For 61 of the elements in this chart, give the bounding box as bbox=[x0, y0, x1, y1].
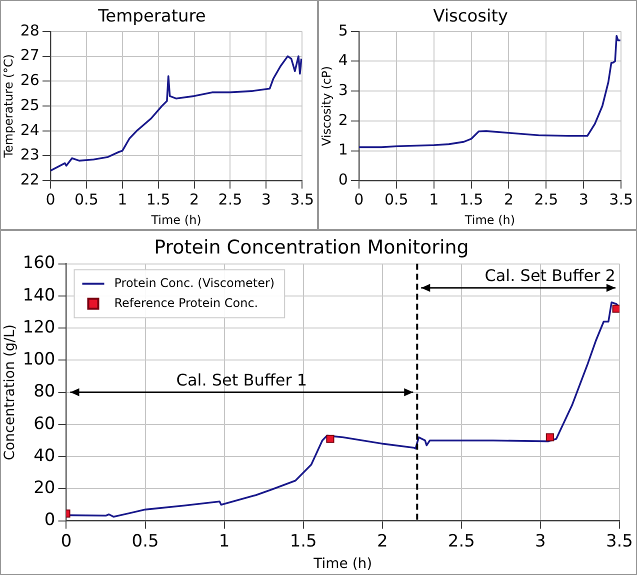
x-axis-title: Time (h) bbox=[150, 212, 202, 227]
x-tick-label: 2 bbox=[376, 531, 388, 552]
y-tick-label: 20 bbox=[34, 478, 56, 498]
y-tick-label: 23 bbox=[20, 146, 40, 164]
point bbox=[326, 434, 334, 443]
x-tick-label: 1.5 bbox=[459, 190, 484, 208]
x-tick-label: 3.5 bbox=[609, 190, 633, 208]
y-tick-label: 25 bbox=[20, 96, 40, 114]
x-tick-label: 0 bbox=[354, 190, 364, 208]
y-tick-label: 2 bbox=[338, 110, 348, 129]
x-tick-label: 0.5 bbox=[384, 190, 408, 208]
x-tick-label: 1 bbox=[429, 190, 439, 208]
point bbox=[612, 304, 620, 313]
annotation: Cal. Set Buffer 1 bbox=[176, 370, 308, 390]
x-tick-label: 1 bbox=[118, 190, 128, 208]
y-tick-label: 60 bbox=[34, 414, 56, 434]
point bbox=[546, 433, 554, 442]
y-tick-label: 100 bbox=[22, 350, 56, 370]
x-tick-label: 0 bbox=[60, 531, 72, 552]
x-tick-label: 2.5 bbox=[448, 531, 475, 552]
y-tick-label: 80 bbox=[34, 382, 56, 402]
x-tick-label: 3 bbox=[261, 190, 271, 208]
x-tick-label: 3 bbox=[535, 531, 546, 552]
chart-title: Temperature bbox=[97, 6, 206, 27]
x-tick-label: 3.5 bbox=[290, 190, 314, 208]
y-tick-label: 27 bbox=[20, 46, 40, 64]
chart-title: Viscosity bbox=[433, 6, 508, 27]
x-tick-label: 2 bbox=[189, 190, 200, 208]
y-tick-label: 26 bbox=[20, 71, 40, 90]
y-tick-label: 0 bbox=[338, 170, 348, 188]
y-tick-label: 24 bbox=[20, 120, 40, 139]
y-tick-label: 22 bbox=[20, 170, 40, 188]
y-tick-label: 5 bbox=[338, 21, 348, 40]
legend-label: Reference Protein Conc. bbox=[114, 296, 258, 310]
annotation: Cal. Set Buffer 2 bbox=[484, 266, 616, 286]
y-axis-title: Concentration (g/L) bbox=[2, 324, 18, 460]
y-tick-label: 4 bbox=[338, 51, 348, 70]
x-tick-label: 2 bbox=[504, 190, 514, 208]
y-tick-label: 160 bbox=[22, 253, 56, 274]
y-tick-label: 0 bbox=[44, 510, 56, 530]
y-tick-label: 140 bbox=[22, 285, 56, 306]
x-tick-label: 0.5 bbox=[132, 531, 159, 552]
x-tick-label: 2.5 bbox=[218, 190, 242, 208]
y-tick-label: 120 bbox=[22, 317, 56, 338]
chart-title: Protein Concentration Monitoring bbox=[154, 236, 469, 258]
x-tick-label: 2.5 bbox=[534, 190, 558, 208]
x-axis-title: Time (h) bbox=[464, 212, 516, 227]
x-axis-title: Time (h) bbox=[312, 556, 372, 572]
legend-label: Protein Conc. (Viscometer) bbox=[114, 276, 275, 290]
x-tick-label: 1.5 bbox=[146, 190, 170, 208]
y-tick-label: 3 bbox=[338, 80, 348, 99]
y-axis-title: Viscosity (cP) bbox=[319, 66, 334, 146]
y-axis-title: Temperature (°C) bbox=[1, 54, 16, 159]
y-tick-label: 28 bbox=[20, 21, 40, 40]
x-tick-label: 3 bbox=[578, 190, 588, 208]
x-tick-label: 1 bbox=[218, 531, 230, 552]
y-tick-label: 1 bbox=[338, 140, 348, 159]
x-tick-label: 3.5 bbox=[606, 531, 634, 552]
y-tick-label: 40 bbox=[34, 446, 56, 466]
x-tick-label: 0.5 bbox=[74, 190, 98, 208]
x-tick-label: 1.5 bbox=[290, 531, 317, 552]
